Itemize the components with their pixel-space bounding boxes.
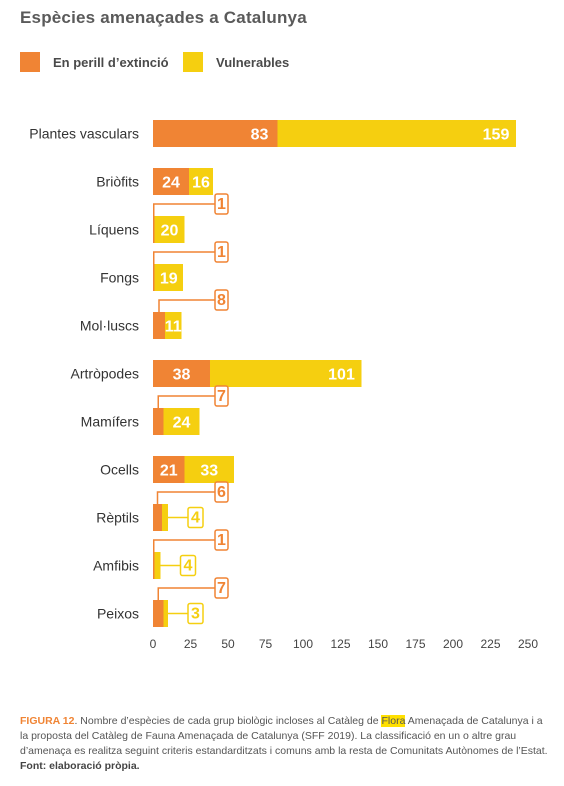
category-label-peixos: Peixos: [97, 606, 139, 622]
x-tick-label-100: 100: [293, 637, 313, 651]
chart-legend: En perill d’extinció Vulnerables: [20, 52, 420, 74]
data-label-vulnerables-briofits: 16: [192, 175, 210, 192]
bar-en-perill-briofits: [153, 168, 189, 195]
legend-label-en-perill: En perill d’extinció: [53, 55, 169, 70]
data-label-vulnerables-plantes-vasculars: 159: [483, 127, 510, 144]
data-label-vulnerables-amfibis: 4: [184, 558, 193, 575]
category-label-artropodes: Artròpodes: [71, 366, 139, 382]
x-tick-label-200: 200: [443, 637, 463, 651]
category-label-mamifers: Mamífers: [81, 414, 139, 430]
data-label-en-perill-mol-luscs: 8: [217, 292, 226, 309]
bar-en-perill-peixos: [153, 600, 164, 627]
callout-box-en-perill-mol-luscs: [214, 289, 229, 311]
data-label-en-perill-reptils: 6: [217, 484, 226, 501]
bar-vulnerables-artropodes: [210, 360, 362, 387]
x-tick-label-50: 50: [221, 637, 235, 651]
data-label-vulnerables-mol-luscs: 11: [165, 319, 182, 336]
callout-box-vulnerables-amfibis: [179, 554, 197, 577]
category-label-plantes-vasculars: Plantes vasculars: [29, 126, 139, 142]
callout-line-en-perill-amfibis: [153, 539, 215, 554]
callout-box-en-perill-peixos: [214, 577, 229, 599]
callout-line-en-perill-mol-luscs: [158, 299, 215, 314]
x-tick-label-25: 25: [184, 637, 198, 651]
bar-en-perill-amfibis: [153, 552, 155, 579]
bar-en-perill-ocells: [153, 456, 185, 483]
bar-en-perill-liquens: [153, 216, 155, 243]
data-label-vulnerables-mamifers: 24: [173, 415, 191, 432]
x-tick-label-150: 150: [368, 637, 388, 651]
callout-box-en-perill-fongs: [214, 241, 229, 263]
data-label-vulnerables-reptils: 4: [191, 510, 200, 527]
callout-box-en-perill-reptils: [214, 481, 229, 503]
bar-vulnerables-ocells: [184, 456, 234, 483]
callout-box-vulnerables-reptils: [187, 506, 204, 529]
x-tick-label-250: 250: [518, 637, 538, 651]
data-label-en-perill-artropodes: 38: [173, 367, 191, 384]
data-label-en-perill-mamifers: 7: [217, 388, 226, 405]
data-label-en-perill-ocells: 21: [160, 463, 178, 480]
x-tick-label-175: 175: [405, 637, 425, 651]
callout-box-en-perill-amfibis: [214, 529, 229, 551]
data-label-vulnerables-liquens: 20: [161, 223, 179, 240]
data-label-en-perill-liquens: 1: [217, 196, 226, 213]
callout-line-en-perill-mamifers: [157, 395, 215, 410]
data-label-vulnerables-peixos: 3: [191, 606, 200, 623]
caption-text-before: . Nombre d’espècies de cada grup biològi…: [74, 715, 382, 727]
category-label-reptils: Rèptils: [96, 510, 139, 526]
caption-text-after: Amenaçada de Catalunya i a la proposta d…: [20, 715, 548, 757]
callout-box-en-perill-liquens: [214, 193, 229, 215]
data-label-en-perill-peixos: 7: [217, 580, 226, 597]
bar-vulnerables-mamifers: [163, 408, 200, 435]
callout-box-en-perill-mamifers: [214, 385, 229, 407]
category-label-briofits: Briòfits: [96, 174, 139, 190]
category-label-amfibis: Amfibis: [93, 558, 139, 574]
data-label-vulnerables-ocells: 33: [200, 463, 218, 480]
legend-swatch-en-perill: [20, 52, 40, 72]
bar-en-perill-mamifers: [153, 408, 164, 435]
x-tick-label-0: 0: [150, 637, 157, 651]
x-tick-label-125: 125: [330, 637, 350, 651]
category-label-fongs: Fongs: [100, 270, 139, 286]
caption-figure-label: FIGURA 12: [20, 715, 75, 727]
x-tick-label-75: 75: [259, 637, 273, 651]
bar-vulnerables-liquens: [154, 216, 185, 243]
category-label-liquens: Líquens: [89, 222, 139, 238]
callout-line-en-perill-reptils: [156, 491, 215, 506]
category-label-ocells: Ocells: [100, 462, 139, 478]
bar-vulnerables-briofits: [189, 168, 213, 195]
caption-source: Font: elaboració pròpia.: [20, 760, 140, 772]
callout-line-en-perill-fongs: [153, 251, 215, 266]
data-label-en-perill-briofits: 24: [162, 175, 180, 192]
bar-en-perill-fongs: [153, 264, 155, 291]
data-label-en-perill-plantes-vasculars: 83: [251, 127, 269, 144]
bar-vulnerables-fongs: [154, 264, 183, 291]
callout-box-vulnerables-peixos: [187, 602, 204, 625]
data-label-en-perill-fongs: 1: [217, 244, 226, 261]
data-label-vulnerables-fongs: 19: [160, 271, 178, 288]
category-label-mol-luscs: Mol·luscs: [80, 318, 139, 334]
legend-swatch-vulnerables: [183, 52, 203, 72]
legend-label-vulnerables: Vulnerables: [216, 55, 290, 70]
bar-en-perill-reptils: [153, 504, 162, 531]
data-label-vulnerables-artropodes: 101: [328, 367, 355, 384]
data-label-en-perill-amfibis: 1: [217, 532, 226, 549]
x-tick-label-225: 225: [480, 637, 500, 651]
bar-vulnerables-mol-luscs: [165, 312, 182, 339]
bar-en-perill-mol-luscs: [153, 312, 165, 339]
callout-line-en-perill-liquens: [153, 203, 215, 218]
figure-caption: FIGURA 12. Nombre d’espècies de cada gru…: [20, 714, 550, 774]
chart-title: Espècies amenaçades a Catalunya: [20, 8, 307, 27]
bar-en-perill-artropodes: [153, 360, 210, 387]
caption-highlighted-word: Flora: [381, 715, 406, 727]
bar-vulnerables-plantes-vasculars: [277, 120, 516, 147]
callout-line-en-perill-peixos: [157, 587, 215, 602]
bar-en-perill-plantes-vasculars: [153, 120, 278, 147]
